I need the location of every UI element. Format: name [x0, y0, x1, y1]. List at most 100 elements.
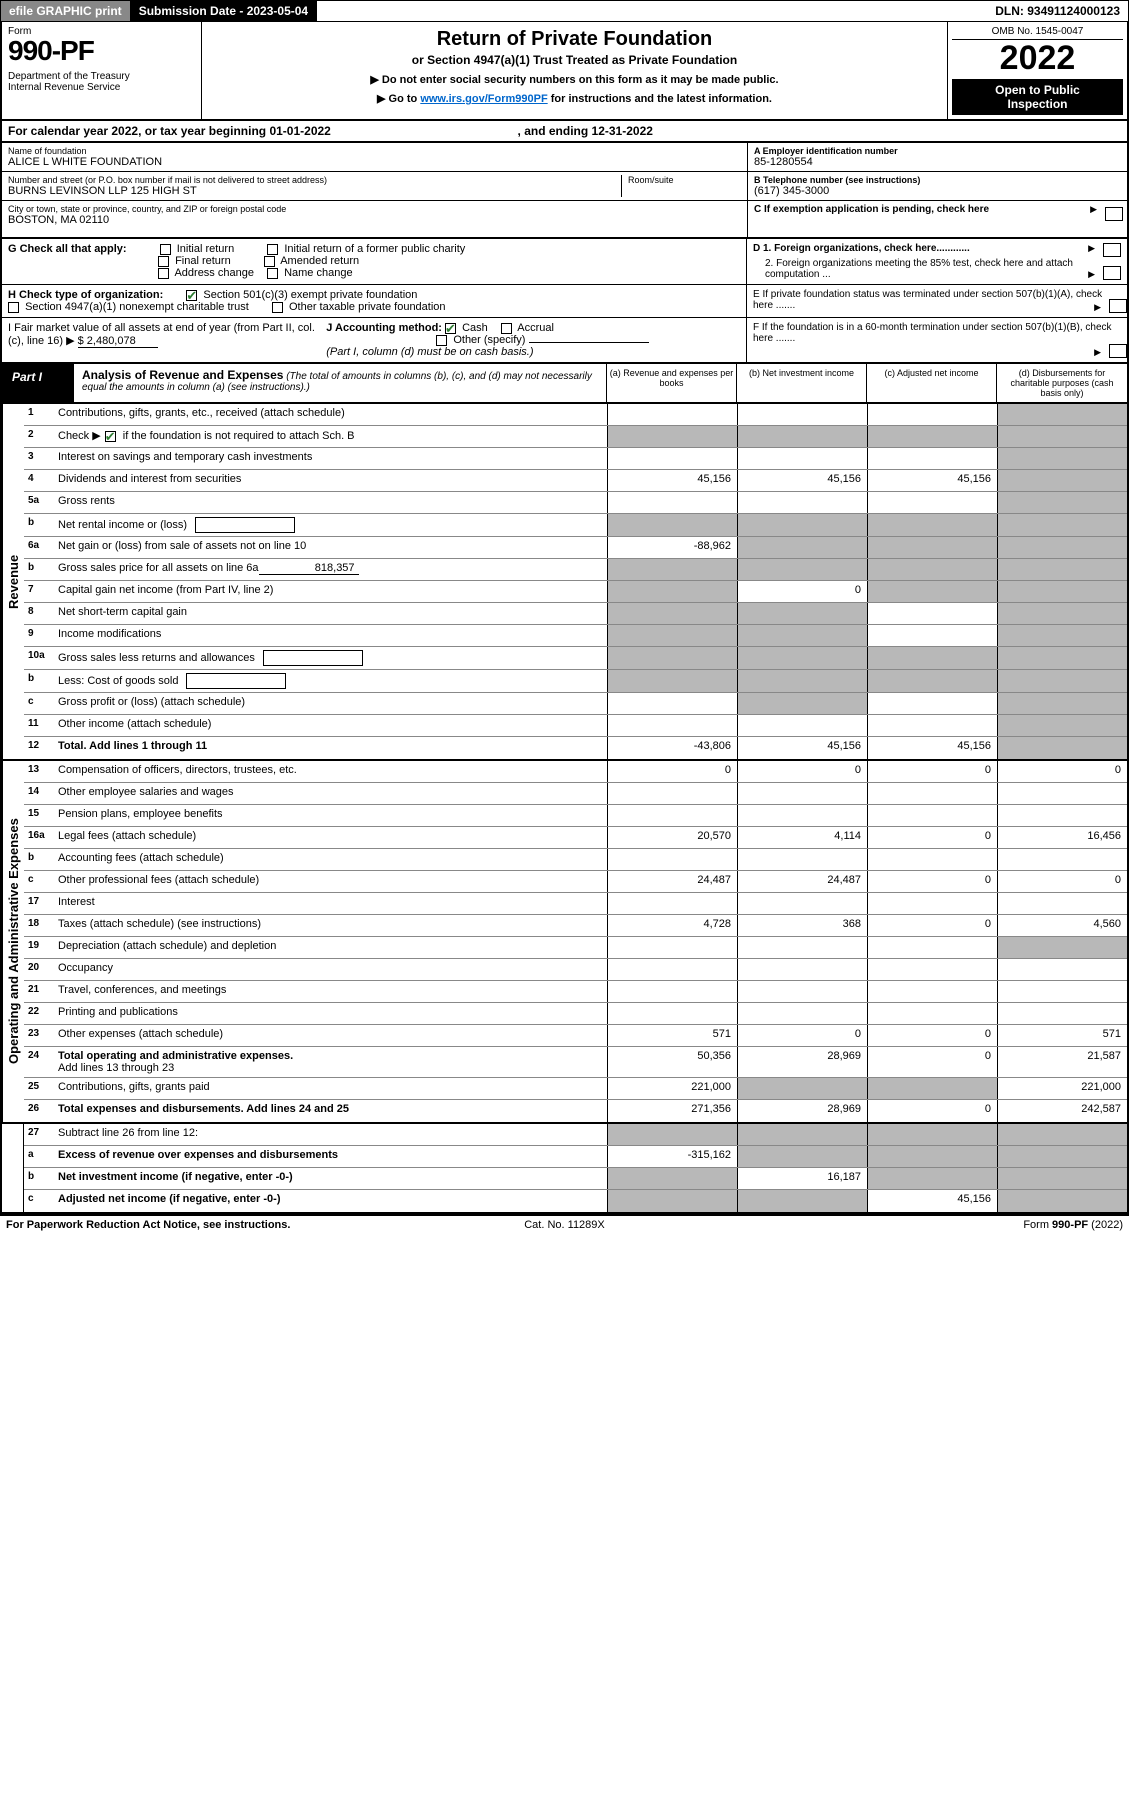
- phone-cell: B Telephone number (see instructions) (6…: [748, 172, 1127, 201]
- cell-b: 45,156: [737, 470, 867, 491]
- d-cell: D 1. Foreign organizations, check here..…: [747, 239, 1127, 284]
- j-accrual-checkbox[interactable]: [501, 323, 512, 334]
- topbar: efile GRAPHIC print Submission Date - 20…: [0, 0, 1129, 22]
- j-block: J Accounting method: Cash Accrual Other …: [326, 322, 740, 358]
- cell-c: 45,156: [867, 1190, 997, 1212]
- cell-a: 20,570: [607, 827, 737, 848]
- cell-b: [737, 783, 867, 804]
- g-final-checkbox[interactable]: [158, 256, 169, 267]
- h-501c3-checkbox[interactable]: [186, 290, 197, 301]
- row-number: 12: [24, 737, 54, 759]
- j-other-checkbox[interactable]: [436, 335, 447, 346]
- cell-b: [737, 849, 867, 870]
- cell-d: [997, 1190, 1127, 1212]
- row-desc: Net investment income (if negative, ente…: [54, 1168, 607, 1189]
- dln: DLN: 93491124000123: [987, 1, 1128, 21]
- row-desc: Gross sales price for all assets on line…: [54, 559, 607, 580]
- arrow-icon: [1094, 302, 1103, 313]
- cell-a: -43,806: [607, 737, 737, 759]
- row-desc: Other professional fees (attach schedule…: [54, 871, 607, 892]
- city-value: BOSTON, MA 02110: [8, 214, 741, 226]
- row-number: 24: [24, 1047, 54, 1077]
- table-row: cOther professional fees (attach schedul…: [24, 871, 1127, 893]
- header-center: Return of Private Foundation or Section …: [202, 22, 947, 119]
- dept-line1: Department of the Treasury: [8, 71, 195, 82]
- row-number: 16a: [24, 827, 54, 848]
- row-desc: Travel, conferences, and meetings: [54, 981, 607, 1002]
- g-opt-0: Initial return: [177, 243, 234, 255]
- foundation-name-cell: Name of foundation ALICE L WHITE FOUNDAT…: [2, 143, 747, 172]
- row-desc: Gross rents: [54, 492, 607, 513]
- open-line2: Inspection: [954, 97, 1121, 111]
- cell-d: [997, 1124, 1127, 1145]
- e-checkbox[interactable]: [1109, 299, 1127, 313]
- omb-number: OMB No. 1545-0047: [952, 26, 1123, 40]
- cell-c: 45,156: [867, 737, 997, 759]
- cell-d: 0: [997, 761, 1127, 782]
- form-title: Return of Private Foundation: [212, 28, 937, 51]
- header-right: OMB No. 1545-0047 2022 Open to Public In…: [947, 22, 1127, 119]
- f-checkbox[interactable]: [1109, 344, 1127, 358]
- d2-checkbox[interactable]: [1103, 266, 1121, 280]
- room-label: Room/suite: [628, 175, 741, 185]
- cell-a: -88,962: [607, 537, 737, 558]
- g-address-checkbox[interactable]: [158, 268, 169, 279]
- cell-c: [867, 1168, 997, 1189]
- row-number: 11: [24, 715, 54, 736]
- row-number: 5a: [24, 492, 54, 513]
- cal-mid: , and ending: [518, 124, 592, 138]
- schb-checkbox[interactable]: [105, 431, 116, 442]
- j-cash-checkbox[interactable]: [445, 323, 456, 334]
- cell-c: [867, 715, 997, 736]
- g-amended-checkbox[interactable]: [264, 256, 275, 267]
- row-number: 1: [24, 404, 54, 425]
- foundation-name: ALICE L WHITE FOUNDATION: [8, 156, 741, 168]
- table-row: 10aGross sales less returns and allowanc…: [24, 647, 1127, 670]
- cell-a: [607, 693, 737, 714]
- g-name-checkbox[interactable]: [267, 268, 278, 279]
- cell-c: [867, 783, 997, 804]
- arrow-icon: [1088, 243, 1097, 254]
- j-accrual-text: Accrual: [517, 322, 554, 334]
- h-4947-checkbox[interactable]: [8, 302, 19, 313]
- f-cell: F If the foundation is in a 60-month ter…: [747, 318, 1127, 362]
- table-row: 13Compensation of officers, directors, t…: [24, 761, 1127, 783]
- row-desc: Less: Cost of goods sold: [54, 670, 607, 692]
- info-grid: Name of foundation ALICE L WHITE FOUNDAT…: [0, 143, 1129, 239]
- table-row: 22Printing and publications: [24, 1003, 1127, 1025]
- cal-begin: 01-01-2022: [269, 124, 330, 138]
- cell-a: [607, 448, 737, 469]
- g-initial-checkbox[interactable]: [160, 244, 171, 255]
- d1-checkbox[interactable]: [1103, 243, 1121, 257]
- cell-b: 0: [737, 581, 867, 602]
- cell-c: [867, 1124, 997, 1145]
- cell-b: [737, 647, 867, 669]
- c-checkbox[interactable]: [1105, 207, 1123, 221]
- row-number: 22: [24, 1003, 54, 1024]
- row-number: 17: [24, 893, 54, 914]
- cell-b: [737, 1078, 867, 1099]
- row-number: b: [24, 849, 54, 870]
- cell-c: 0: [867, 1047, 997, 1077]
- form-inst2: ▶ Go to www.irs.gov/Form990PF for instru…: [212, 92, 937, 105]
- row-number: 27: [24, 1124, 54, 1145]
- cell-b: [737, 693, 867, 714]
- cell-d: 4,560: [997, 915, 1127, 936]
- table-row: 7Capital gain net income (from Part IV, …: [24, 581, 1127, 603]
- j-other-text: Other (specify): [453, 334, 525, 346]
- g-initial-former-checkbox[interactable]: [267, 244, 278, 255]
- part1-title-text: Analysis of Revenue and Expenses: [82, 368, 283, 382]
- cell-c: [867, 959, 997, 980]
- form990pf-link[interactable]: www.irs.gov/Form990PF: [420, 93, 547, 105]
- h-other-checkbox[interactable]: [272, 302, 283, 313]
- row-desc: Occupancy: [54, 959, 607, 980]
- row-number: 8: [24, 603, 54, 624]
- table-row: aExcess of revenue over expenses and dis…: [24, 1146, 1127, 1168]
- expenses-side-label: Operating and Administrative Expenses: [2, 761, 24, 1122]
- cell-a: [607, 603, 737, 624]
- row-desc: Adjusted net income (if negative, enter …: [54, 1190, 607, 1212]
- row-number: 21: [24, 981, 54, 1002]
- table-row: 23Other expenses (attach schedule)571005…: [24, 1025, 1127, 1047]
- table-row: 24Total operating and administrative exp…: [24, 1047, 1127, 1078]
- cell-c: [867, 537, 997, 558]
